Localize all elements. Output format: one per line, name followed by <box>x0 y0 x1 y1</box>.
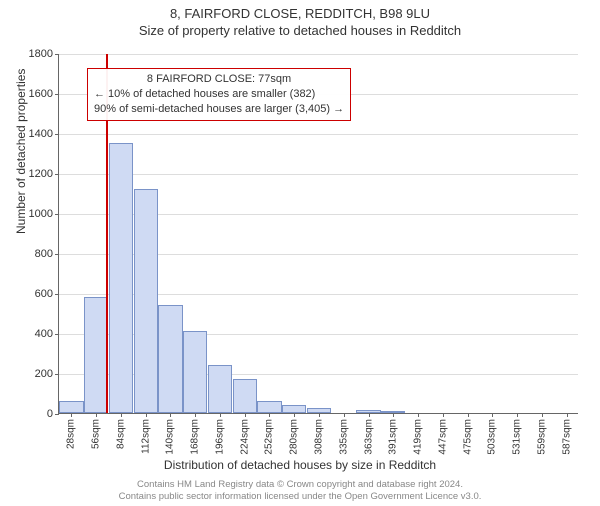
y-tick-label: 1200 <box>29 168 53 180</box>
x-tick-label: 559sqm <box>536 419 547 455</box>
y-tick-label: 800 <box>35 248 53 260</box>
x-tick-mark <box>443 413 444 417</box>
x-tick-label: 503sqm <box>487 419 498 455</box>
histogram-bar <box>109 143 133 413</box>
x-tick-label: 363sqm <box>363 419 374 455</box>
x-tick-mark <box>542 413 543 417</box>
y-tick-mark <box>55 374 59 375</box>
x-tick-mark <box>121 413 122 417</box>
y-tick-mark <box>55 94 59 95</box>
chart-area: 02004006008001000120014001600180028sqm56… <box>58 54 578 414</box>
x-tick-label: 447sqm <box>437 419 448 455</box>
x-tick-mark <box>195 413 196 417</box>
histogram-bar <box>158 305 182 413</box>
gridline <box>59 54 578 55</box>
x-tick-label: 56sqm <box>91 419 102 449</box>
x-tick-label: 252sqm <box>264 419 275 455</box>
x-tick-mark <box>468 413 469 417</box>
x-tick-mark <box>319 413 320 417</box>
annotation-box: 8 FAIRFORD CLOSE: 77sqm ← 10% of detache… <box>87 68 351 121</box>
y-tick-label: 600 <box>35 288 53 300</box>
annotation-line-3: 90% of semi-detached houses are larger (… <box>94 102 344 117</box>
x-tick-label: 112sqm <box>140 419 151 454</box>
footer-line-2: Contains public sector information licen… <box>0 491 600 503</box>
x-tick-mark <box>393 413 394 417</box>
y-tick-mark <box>55 174 59 175</box>
footer-line-1: Contains HM Land Registry data © Crown c… <box>0 479 600 491</box>
y-tick-label: 1600 <box>29 88 53 100</box>
x-tick-mark <box>71 413 72 417</box>
x-tick-label: 84sqm <box>115 419 126 449</box>
x-tick-mark <box>269 413 270 417</box>
annotation-line-1: 8 FAIRFORD CLOSE: 77sqm <box>94 72 344 87</box>
x-tick-mark <box>294 413 295 417</box>
y-tick-mark <box>55 214 59 215</box>
x-tick-label: 196sqm <box>214 419 225 455</box>
y-tick-label: 1800 <box>29 48 53 60</box>
x-tick-label: 419sqm <box>413 419 424 455</box>
x-tick-mark <box>344 413 345 417</box>
y-tick-label: 1400 <box>29 128 53 140</box>
histogram-bar <box>208 365 232 413</box>
histogram-bar <box>282 405 306 413</box>
histogram-bar <box>134 189 158 413</box>
x-tick-label: 308sqm <box>314 419 325 455</box>
y-tick-label: 200 <box>35 368 53 380</box>
x-tick-label: 335sqm <box>338 419 349 455</box>
y-tick-label: 1000 <box>29 208 53 220</box>
page-title: 8, FAIRFORD CLOSE, REDDITCH, B98 9LU <box>0 6 600 23</box>
plot-region: 02004006008001000120014001600180028sqm56… <box>58 54 578 414</box>
x-tick-label: 280sqm <box>289 419 300 455</box>
y-tick-mark <box>55 54 59 55</box>
histogram-bar <box>84 297 108 413</box>
x-tick-mark <box>146 413 147 417</box>
y-tick-mark <box>55 134 59 135</box>
x-tick-label: 475sqm <box>462 419 473 455</box>
histogram-bar <box>233 379 257 413</box>
x-tick-mark <box>517 413 518 417</box>
x-tick-label: 531sqm <box>512 419 523 455</box>
x-tick-mark <box>369 413 370 417</box>
y-tick-mark <box>55 414 59 415</box>
histogram-bar <box>59 401 83 413</box>
x-tick-mark <box>492 413 493 417</box>
x-axis-label: Distribution of detached houses by size … <box>0 458 600 472</box>
x-tick-mark <box>170 413 171 417</box>
x-tick-mark <box>418 413 419 417</box>
x-tick-mark <box>220 413 221 417</box>
histogram-bar <box>257 401 281 413</box>
y-tick-label: 400 <box>35 328 53 340</box>
y-tick-mark <box>55 334 59 335</box>
gridline <box>59 174 578 175</box>
x-tick-label: 140sqm <box>165 419 176 455</box>
x-tick-mark <box>567 413 568 417</box>
x-tick-mark <box>245 413 246 417</box>
footer-attribution: Contains HM Land Registry data © Crown c… <box>0 479 600 503</box>
y-tick-mark <box>55 254 59 255</box>
y-tick-mark <box>55 294 59 295</box>
x-tick-label: 28sqm <box>66 419 77 449</box>
x-tick-label: 587sqm <box>561 419 572 455</box>
x-tick-mark <box>96 413 97 417</box>
gridline <box>59 134 578 135</box>
annotation-line-2: ← 10% of detached houses are smaller (38… <box>94 87 344 102</box>
y-axis-label: Number of detached properties <box>14 69 28 234</box>
x-tick-label: 168sqm <box>190 419 201 455</box>
histogram-bar <box>183 331 207 413</box>
x-tick-label: 224sqm <box>239 419 250 455</box>
page-subtitle: Size of property relative to detached ho… <box>0 23 600 38</box>
y-tick-label: 0 <box>47 408 53 420</box>
x-tick-label: 391sqm <box>388 419 399 455</box>
